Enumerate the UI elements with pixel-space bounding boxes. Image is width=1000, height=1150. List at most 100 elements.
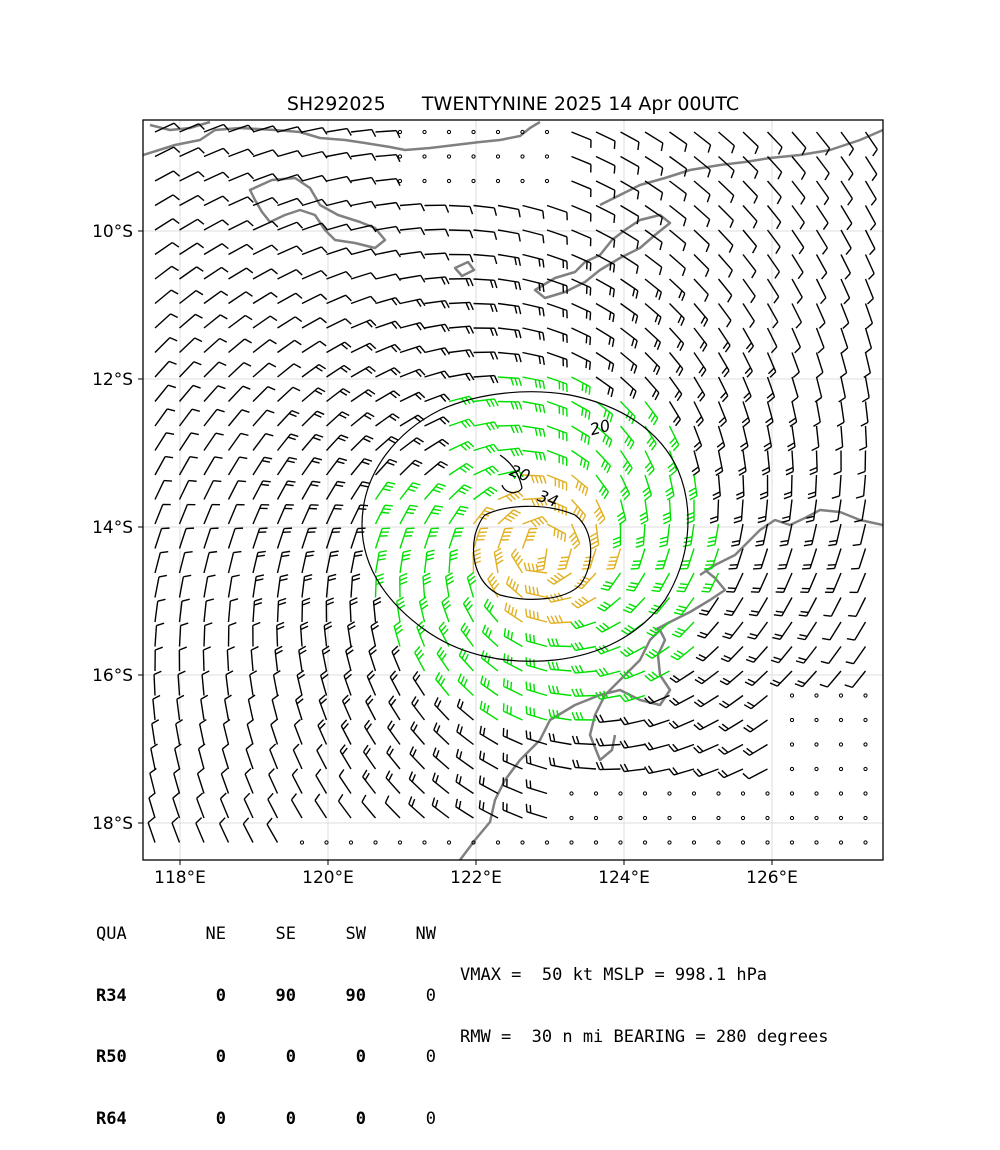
wind-barb (229, 552, 242, 573)
wind-barb (797, 622, 816, 640)
wind-barb (621, 426, 634, 449)
wind-barb (606, 549, 620, 570)
wind-barb (817, 206, 829, 230)
wind-barb (204, 172, 229, 181)
wind-barb (817, 157, 830, 181)
calm-marker (545, 130, 548, 133)
wind-barb (376, 574, 384, 598)
wind-barb (841, 181, 852, 205)
wind-barb (821, 647, 841, 664)
radii-table: QUA NE SE SW NW R34 0 90 90 0 R50 0 0 0 … (96, 883, 436, 1150)
wind-barb (484, 599, 498, 622)
wind-barb (644, 742, 669, 749)
wind-barb (850, 573, 866, 592)
wind-barb (670, 328, 684, 351)
wind-barb (768, 304, 778, 328)
wind-barb (572, 132, 591, 148)
wind-barb (151, 744, 158, 769)
wind-barb (498, 377, 521, 386)
wind-barb (743, 132, 758, 154)
wind-barb (327, 412, 350, 426)
wind-barb (815, 377, 822, 402)
calm-marker (790, 743, 793, 746)
calm-marker (423, 155, 426, 158)
wind-barb (743, 745, 767, 756)
wind-barb (645, 696, 670, 704)
radii-cell: 0 (366, 1109, 436, 1130)
wind-barb (526, 706, 547, 720)
wind-barb (596, 181, 615, 198)
wind-barb (767, 377, 774, 402)
wind-barb (223, 720, 230, 745)
wind-barb (498, 230, 520, 242)
radii-cell: 0 (226, 1109, 296, 1130)
wind-barb (596, 328, 614, 347)
wind-barb (792, 181, 805, 204)
wind-barb (743, 230, 756, 253)
island-panay (535, 215, 670, 298)
wind-barb (253, 245, 278, 254)
radii-cell: 0 (366, 986, 436, 1007)
wind-barb (327, 129, 352, 136)
wind-barb (719, 132, 735, 153)
wind-barb (376, 274, 401, 281)
wind-barb (621, 304, 638, 324)
wind-barb (689, 475, 697, 500)
wind-barb (834, 451, 841, 475)
wind-barb (174, 768, 180, 793)
wind-barb (768, 206, 781, 229)
wind-barb (351, 413, 374, 426)
wind-barb (229, 575, 240, 597)
wind-barb (425, 484, 446, 500)
stats-rmw-bearing: RMW = 30 n mi BEARING = 280 degrees (460, 1027, 828, 1048)
wind-barb (180, 267, 204, 279)
wind-barb (626, 573, 645, 591)
wind-barb (774, 598, 792, 616)
wind-barb (229, 433, 249, 450)
wind-barb (738, 451, 746, 476)
wind-barb (498, 279, 520, 290)
calm-marker (643, 792, 646, 795)
wind-barb (155, 171, 180, 181)
wind-barb (841, 255, 850, 280)
wind-barb (677, 573, 694, 592)
wind-barb (410, 747, 425, 769)
wind-barb (173, 793, 180, 818)
wind-barb (613, 524, 621, 548)
wind-barb (526, 779, 547, 793)
wind-barb (649, 598, 670, 614)
calm-marker (496, 155, 499, 158)
wind-barb (866, 157, 877, 181)
wind-barb (594, 500, 605, 525)
calm-marker (692, 816, 695, 819)
wind-barb (623, 598, 645, 613)
wind-barb (204, 148, 229, 156)
radii-row-r64: R64 0 0 0 0 (96, 1109, 436, 1130)
wind-barb (409, 772, 424, 794)
calm-marker (790, 694, 793, 697)
wind-barb (278, 551, 291, 573)
wind-barb (474, 444, 499, 453)
calm-marker (570, 841, 573, 844)
wind-barb (572, 451, 589, 471)
wind-barb (721, 647, 743, 662)
wind-barb (523, 517, 548, 527)
wind-barb (351, 178, 376, 185)
wind-barb (204, 362, 226, 377)
wind-barb (400, 275, 425, 282)
wind-barb (376, 345, 401, 353)
radii-header-ne: NE (156, 924, 226, 945)
wind-barb (425, 253, 449, 260)
wind-barb (449, 419, 474, 428)
radii-cell: 0 (296, 1047, 366, 1068)
wind-barb (786, 451, 794, 475)
wind-barb (425, 371, 450, 378)
wind-barb (229, 481, 247, 500)
wind-barb (302, 199, 327, 205)
wind-barb (768, 157, 782, 180)
wind-barb (278, 434, 299, 450)
wind-barb (511, 549, 522, 573)
calm-marker (864, 694, 867, 697)
wind-barb (376, 459, 398, 475)
wind-barb (317, 744, 327, 769)
